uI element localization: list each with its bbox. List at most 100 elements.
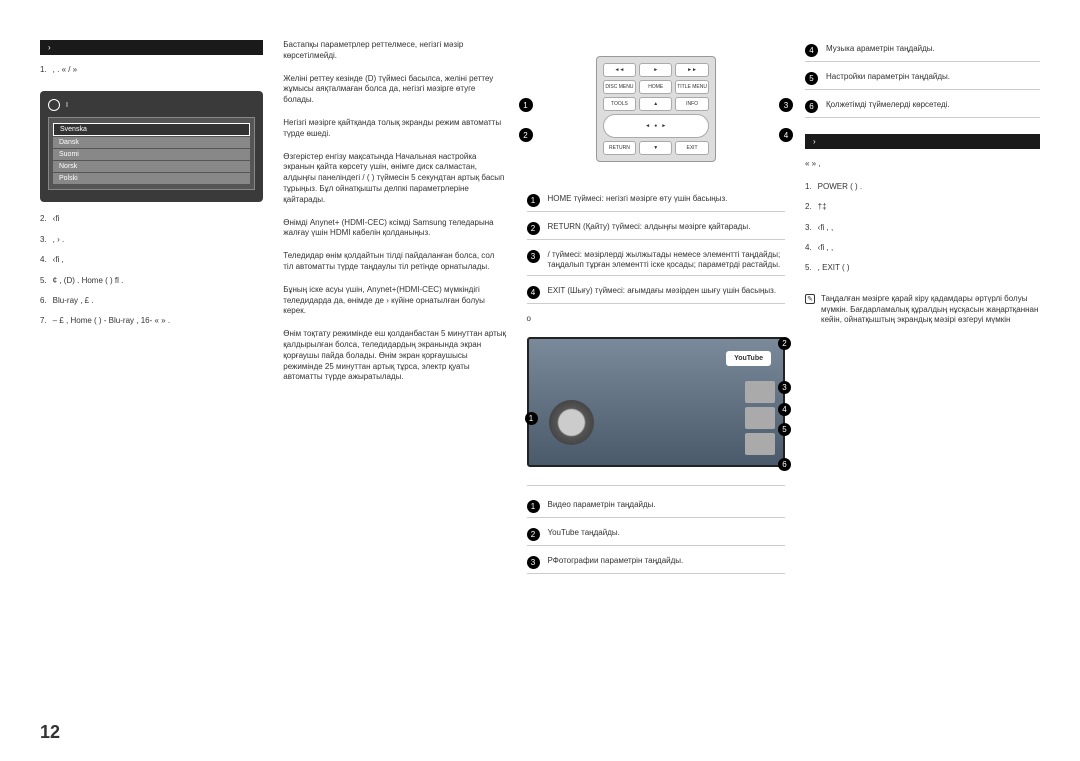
step-num: 3. bbox=[805, 223, 812, 233]
step-text: ‹fi , , bbox=[818, 243, 1040, 253]
tv-callout-2: 2 bbox=[778, 337, 791, 350]
lang-item: Dansk bbox=[53, 137, 250, 148]
lang-item: Suomi bbox=[53, 149, 250, 160]
callout-1: 1 bbox=[519, 98, 533, 112]
legend-text: RETURN (Қайту) түймесі: алдыңғы мәзірге … bbox=[548, 222, 786, 232]
play-button: ► bbox=[639, 63, 672, 77]
step-num: 2. bbox=[805, 202, 812, 212]
legend-num-icon: 1 bbox=[527, 500, 540, 513]
tv-thumb-icon bbox=[745, 407, 775, 429]
step-num: 1. bbox=[805, 182, 812, 192]
step-5: 5. , EXIT ( ) bbox=[805, 263, 1040, 273]
tv-thumb-icon bbox=[745, 381, 775, 403]
legend-row: 1 HOME түймесі: негізгі мәзірге өту үшін… bbox=[527, 190, 786, 212]
tv-callout-1: 1 bbox=[525, 412, 538, 425]
tv-callout-5: 5 bbox=[778, 423, 791, 436]
legend-row: 3 / түймесі: мәзірлерді жылжытады немесе… bbox=[527, 246, 786, 276]
legend-text: EXIT (Шығу) түймесі: ағымдағы мәзірден ш… bbox=[548, 286, 786, 296]
tools-button: TOOLS bbox=[603, 97, 636, 111]
exit-button: EXIT bbox=[675, 141, 708, 155]
para: Өнім тоқтату режимінде еш қолданбастан 5… bbox=[283, 329, 506, 383]
lang-item: Norsk bbox=[53, 161, 250, 172]
callout-4: 4 bbox=[779, 128, 793, 142]
tv-callout-4: 4 bbox=[778, 403, 791, 416]
tv-legend-row: 4 Музыка араметрін таңдайды. bbox=[805, 40, 1040, 62]
step-6: 6. Blu-ray , £ . bbox=[40, 296, 263, 306]
legend-text: РФотографии параметрін таңдайды. bbox=[548, 556, 786, 566]
step-text: †‡ bbox=[818, 202, 1040, 212]
legend-text: Қолжетімді түймелерді көрсетеді. bbox=[826, 100, 1040, 110]
callout-3: 3 bbox=[779, 98, 793, 112]
callout-2: 2 bbox=[519, 128, 533, 142]
para: Өзгерістер енгізу мақсатында Начальная н… bbox=[283, 152, 506, 206]
tv-thumb-icon bbox=[745, 433, 775, 455]
step-2: 2. ‹fi bbox=[40, 214, 263, 224]
youtube-logo: YouTube bbox=[726, 351, 771, 366]
legend-num-icon: 6 bbox=[805, 100, 818, 113]
rewind-button: ◄◄ bbox=[603, 63, 636, 77]
home-button: HOME bbox=[639, 80, 672, 94]
para: Желіні реттеу кезінде (D) түймесі басылс… bbox=[283, 74, 506, 106]
step-num: 6. bbox=[40, 296, 47, 306]
tv-legend-row: 3 РФотографии параметрін таңдайды. bbox=[527, 552, 786, 574]
step-num: 7. bbox=[40, 316, 47, 326]
legend-num-icon: 2 bbox=[527, 528, 540, 541]
step-text: Blu-ray , £ . bbox=[53, 296, 264, 306]
legend-num-icon: 1 bbox=[527, 194, 540, 207]
step-7: 7. – £ , Home ( ) - Blu-ray , 16- « » . bbox=[40, 316, 263, 326]
step-text: , EXIT ( ) bbox=[818, 263, 1040, 273]
page-number: 12 bbox=[40, 722, 60, 743]
step-text: ‹fi , , bbox=[818, 223, 1040, 233]
legend-text: Видео параметрін таңдайды. bbox=[548, 500, 786, 510]
step-3: 3. ‹fi , , bbox=[805, 223, 1040, 233]
o-label: o bbox=[527, 314, 786, 323]
step-4: 4. ‹fi , , bbox=[805, 243, 1040, 253]
legend-text: HOME түймесі: негізгі мәзірге өту үшін б… bbox=[548, 194, 786, 204]
step-text: – £ , Home ( ) - Blu-ray , 16- « » . bbox=[53, 316, 264, 326]
return-button: RETURN bbox=[603, 141, 636, 155]
legend-text: YouTube таңдайды. bbox=[548, 528, 786, 538]
step-5: 5. ¢ , (D) . Home ( ) fl . bbox=[40, 276, 263, 286]
step-num: 3. bbox=[40, 235, 47, 245]
lang-item: Svenska bbox=[53, 123, 250, 136]
section-header-2: › bbox=[805, 134, 1040, 149]
step-1: 1. , . « / » bbox=[40, 65, 263, 75]
tv-callout-6: 6 bbox=[778, 458, 791, 471]
legend-num-icon: 4 bbox=[805, 44, 818, 57]
lang-item: Polski bbox=[53, 173, 250, 184]
legend-text: Настройки параметрін таңдайды. bbox=[826, 72, 1040, 82]
language-dropdown: Svenska Dansk Suomi Norsk Polski bbox=[48, 117, 255, 190]
settings-panel: I Svenska Dansk Suomi Norsk Polski bbox=[40, 91, 263, 202]
tv-legend-row: 2 YouTube таңдайды. bbox=[527, 524, 786, 546]
step-text: ‹fi bbox=[53, 214, 264, 224]
up-button: ▲ bbox=[639, 97, 672, 111]
gear-icon bbox=[48, 99, 60, 111]
legend-text: / түймесі: мәзірлерді жылжытады немесе э… bbox=[548, 250, 786, 271]
step-text: ¢ , (D) . Home ( ) fl . bbox=[53, 276, 264, 286]
intro-text: « » , bbox=[805, 159, 1040, 170]
legend-text: Музыка араметрін таңдайды. bbox=[826, 44, 1040, 54]
step-num: 4. bbox=[40, 255, 47, 265]
step-num: 4. bbox=[805, 243, 812, 253]
remote-diagram: ◄◄ ► ►► DISC MENU HOME TITLE MENU TOOLS … bbox=[527, 50, 786, 168]
step-text: , . « / » bbox=[53, 65, 264, 75]
step-1: 1. POWER ( ) . bbox=[805, 182, 1040, 192]
legend-row: 2 RETURN (Қайту) түймесі: алдыңғы мәзірг… bbox=[527, 218, 786, 240]
step-text: ‹fi , bbox=[53, 255, 264, 265]
legend-row: 4 EXIT (Шығу) түймесі: ағымдағы мәзірден… bbox=[527, 282, 786, 304]
step-num: 2. bbox=[40, 214, 47, 224]
settings-title: I bbox=[66, 102, 68, 109]
forward-button: ►► bbox=[675, 63, 708, 77]
legend-num-icon: 2 bbox=[527, 222, 540, 235]
legend-num-icon: 3 bbox=[527, 556, 540, 569]
step-text: , › . bbox=[53, 235, 264, 245]
step-num: 1. bbox=[40, 65, 47, 75]
para: Негізгі мәзірге қайтқанда толық экранды … bbox=[283, 118, 506, 140]
para: Теледидар өнім қолдайтын тілді пайдаланғ… bbox=[283, 251, 506, 273]
step-4: 4. ‹fi , bbox=[40, 255, 263, 265]
disc-menu-button: DISC MENU bbox=[603, 80, 636, 94]
legend-num-icon: 3 bbox=[527, 250, 540, 263]
title-menu-button: TITLE MENU bbox=[675, 80, 708, 94]
step-3: 3. , › . bbox=[40, 235, 263, 245]
legend-num-icon: 4 bbox=[527, 286, 540, 299]
